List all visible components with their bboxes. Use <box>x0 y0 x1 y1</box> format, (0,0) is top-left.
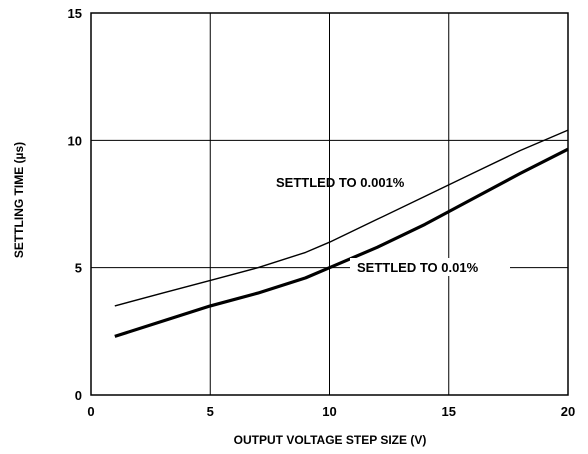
annotation-settled-0.001: SETTLED TO 0.001% <box>276 175 405 190</box>
x-tick-label: 20 <box>561 404 575 419</box>
y-tick-label: 0 <box>75 388 82 403</box>
y-tick-label: 15 <box>68 6 82 21</box>
series-line-settled-0.01 <box>114 147 569 338</box>
x-tick-label: 10 <box>322 404 336 419</box>
series-line-settled-0.001 <box>114 129 569 307</box>
y-axis-title: SETTLING TIME (µs) <box>12 142 26 258</box>
annotation-bg-0.01 <box>350 258 510 276</box>
x-tick-label: 15 <box>442 404 456 419</box>
annotation-settled-0.01: SETTLED TO 0.01% <box>357 260 479 275</box>
series-lines <box>114 129 569 338</box>
y-tick-labels: 0 5 10 15 <box>68 6 82 403</box>
x-axis-title: OUTPUT VOLTAGE STEP SIZE (V) <box>234 433 427 447</box>
y-tick-label: 5 <box>75 261 82 276</box>
x-tick-labels: 0 5 10 15 20 <box>87 404 575 419</box>
plot-frame <box>90 12 569 396</box>
x-tick-label: 0 <box>87 404 94 419</box>
grid <box>91 13 568 395</box>
x-tick-label: 5 <box>207 404 214 419</box>
y-tick-label: 10 <box>68 133 82 148</box>
